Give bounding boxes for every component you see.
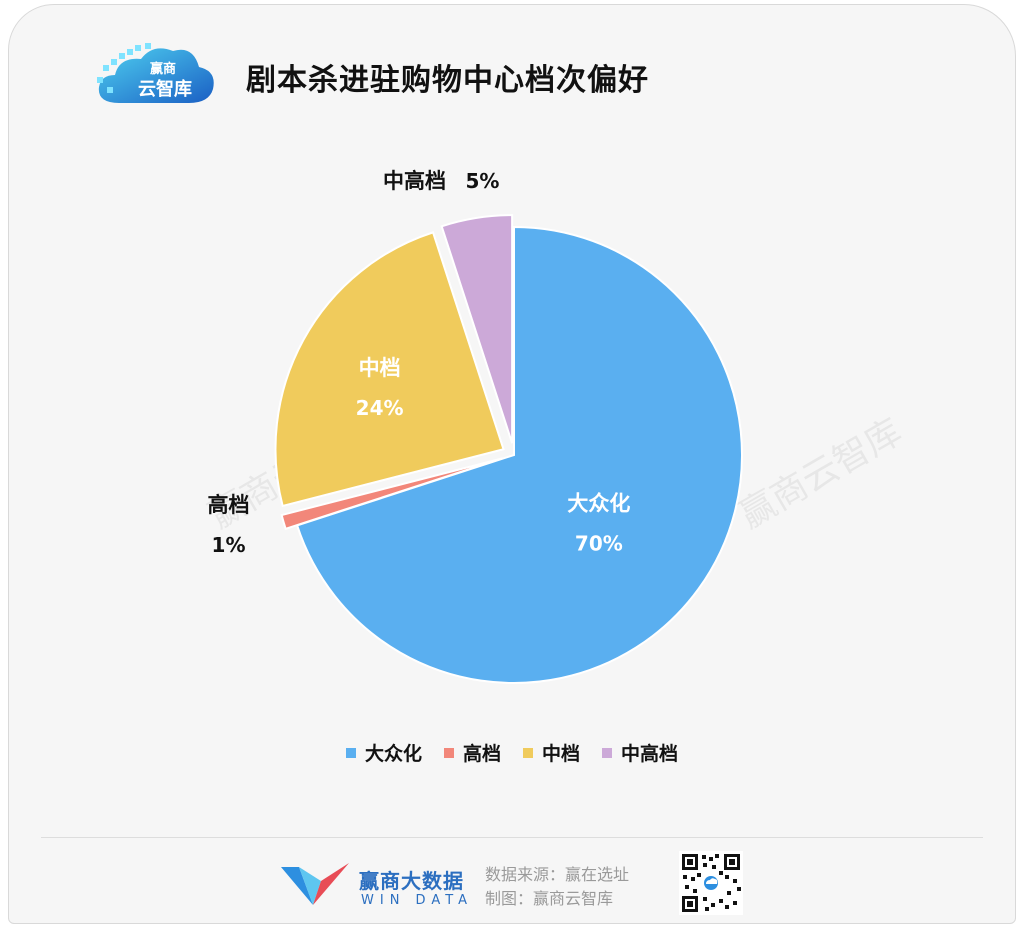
- legend-item: 中档: [523, 739, 580, 766]
- pie-slice-2: [280, 457, 503, 531]
- made-by-text: 制图：赢商云智库: [485, 889, 614, 908]
- legend-label: 中档: [542, 743, 581, 765]
- yingshang-cloud-logo: 赢商 云智库: [97, 43, 214, 103]
- legend-item: 高档: [443, 739, 501, 766]
- win-data-brand: 赢商大数据 WIN DATA: [279, 857, 479, 917]
- legend-label: 高档: [462, 743, 501, 765]
- source-block: 数据来源：赢在选址 制图：赢商云智库: [485, 863, 629, 911]
- brand-subtitle: WIN DATA: [361, 893, 474, 908]
- brand-name: 赢商大数据: [359, 869, 464, 893]
- win-data-logo-icon: [281, 863, 349, 905]
- legend-swatch: [443, 747, 454, 758]
- legend-swatch: [602, 747, 613, 758]
- slice-value-3: 24%: [356, 396, 404, 420]
- pie-slice-3: [274, 231, 505, 508]
- qr-code-icon[interactable]: [679, 851, 743, 915]
- slice-label-1: 大众化: [567, 492, 630, 516]
- slice-label-2: 高档: [208, 493, 250, 517]
- pie-chart: 大众化 70% 高档 1% 中档 24% 中高档 5%: [208, 169, 743, 684]
- legend-item: 中高档: [602, 739, 678, 766]
- slice-label-3: 中档: [359, 356, 401, 380]
- legend-item: 大众化: [345, 739, 422, 766]
- slice-label-4: 中高档: [383, 169, 446, 193]
- legend-swatch: [345, 747, 356, 758]
- data-source-text: 数据来源：赢在选址: [485, 865, 630, 884]
- legend-label: 大众化: [364, 743, 422, 765]
- chart-card: 赢商 云智库 剧本杀进驻购物中心档次偏好 赢商云智库 赢商云智库 赢商云智库 大…: [8, 4, 1016, 924]
- chart-legend: 大众化 高档 中档 中高档: [9, 739, 1015, 766]
- pie-slice-1: [295, 225, 743, 684]
- slice-value-2: 1%: [212, 533, 246, 557]
- pie-slice-4: [440, 214, 514, 444]
- legend-label: 中高档: [621, 743, 679, 765]
- legend-swatch: [523, 747, 533, 758]
- page-title: 剧本杀进驻购物中心档次偏好: [246, 63, 649, 98]
- slice-value-1: 70%: [575, 532, 623, 556]
- footer-divider: [41, 837, 983, 838]
- slice-value-4: 5%: [465, 169, 499, 193]
- logo-text-top: 赢商: [150, 61, 176, 77]
- logo-text-bottom: 云智库: [138, 78, 192, 100]
